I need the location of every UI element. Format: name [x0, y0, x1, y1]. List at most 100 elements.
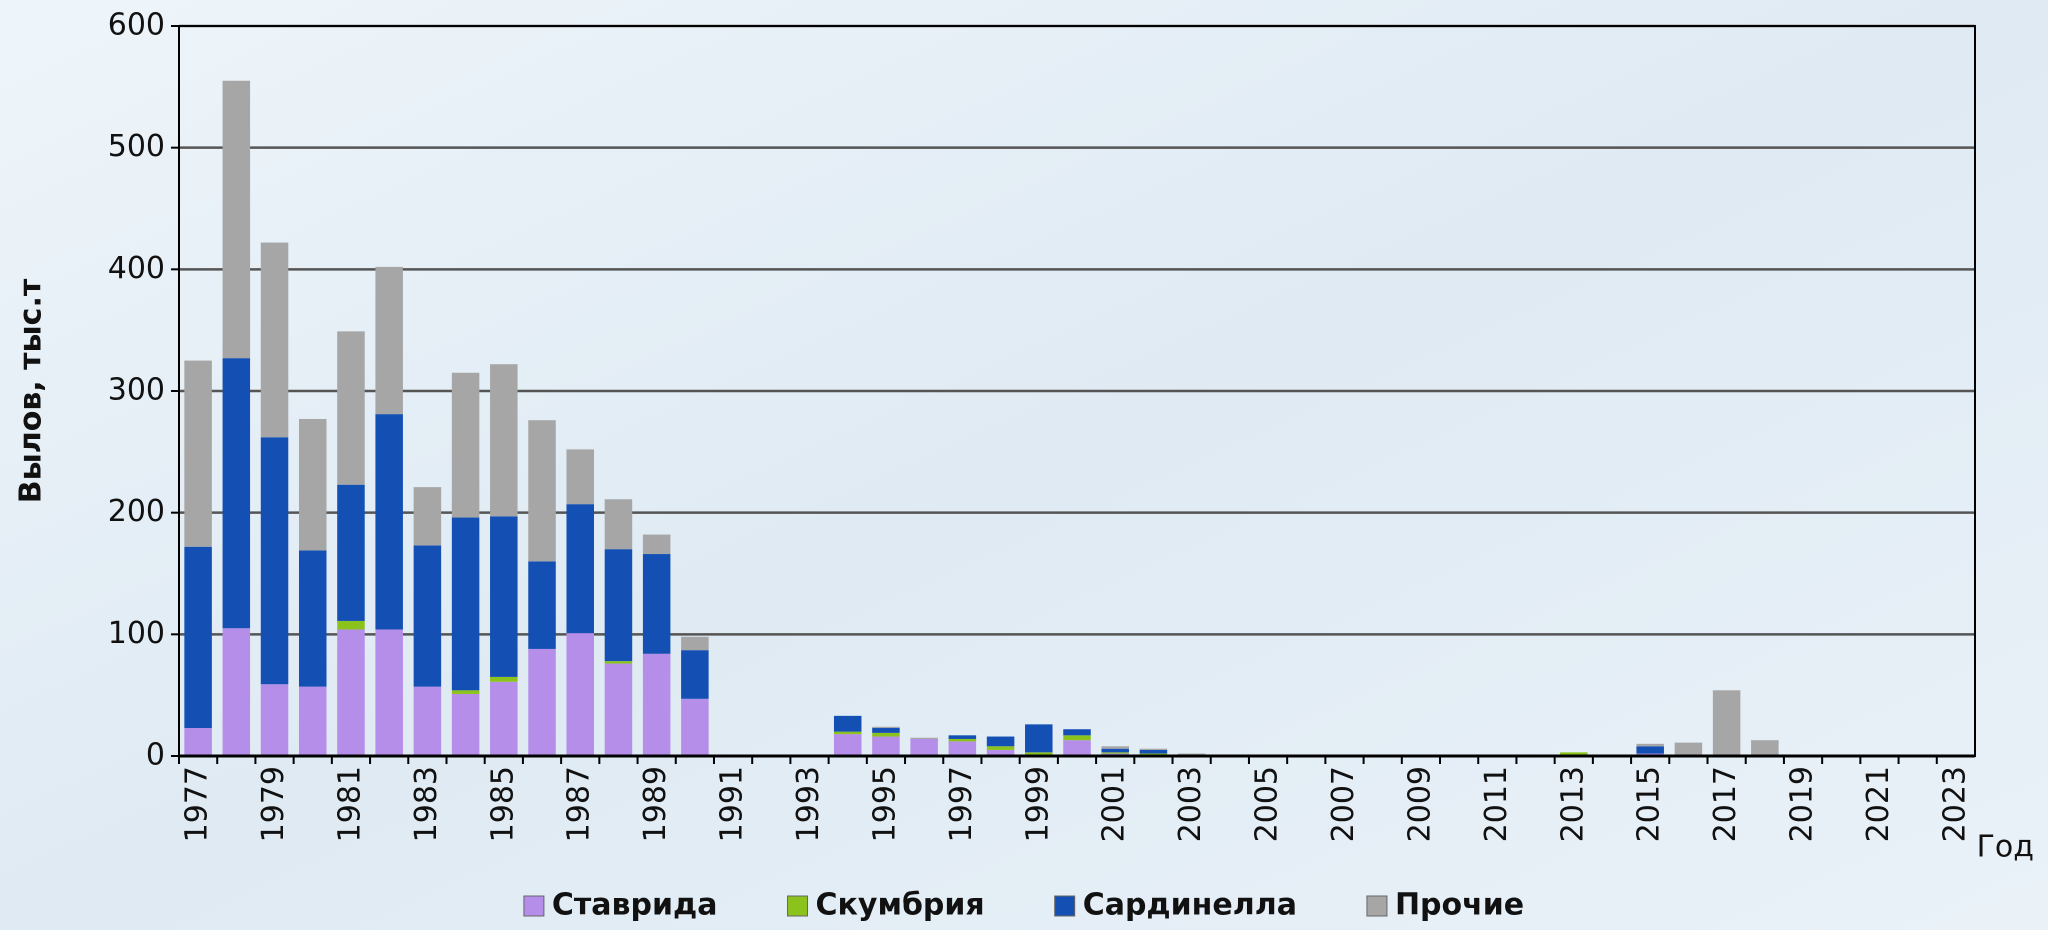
x-tick-label: 1985	[485, 766, 520, 842]
bar-segment	[872, 737, 900, 756]
bar-segment	[337, 485, 365, 621]
bar-segment	[299, 550, 327, 686]
bar-segment	[872, 728, 900, 733]
legend-label: Прочие	[1395, 888, 1524, 923]
bar-segment	[1101, 746, 1129, 748]
x-tick-label: 2003	[1173, 766, 1208, 842]
x-tick-label: 1991	[715, 766, 750, 842]
bar-segment	[605, 549, 633, 661]
y-tick-label: 400	[108, 251, 165, 286]
x-tick-label: 2023	[1937, 766, 1972, 842]
bar-segment	[1713, 690, 1741, 756]
bar-segment	[299, 687, 327, 756]
bar-segment	[1140, 749, 1168, 750]
x-tick-label: 1977	[180, 766, 215, 842]
bar-segment	[1025, 724, 1053, 752]
bar-segment	[337, 621, 365, 630]
x-tick-label: 1993	[791, 766, 826, 842]
bar-segment	[834, 732, 862, 734]
bar-segment	[834, 734, 862, 756]
bar-segment	[375, 629, 403, 756]
bar-segment	[566, 504, 594, 633]
bar-segment	[1636, 746, 1664, 753]
bar-segment	[223, 81, 251, 358]
bar-segment	[566, 449, 594, 504]
bar-segment	[184, 547, 212, 728]
bar-segment	[452, 694, 480, 756]
x-tick-label: 1983	[409, 766, 444, 842]
bar-segment	[528, 649, 556, 756]
bar-segment	[987, 737, 1015, 747]
bar-segment	[949, 741, 977, 756]
x-tick-label: 2005	[1250, 766, 1285, 842]
bar-segment	[261, 243, 289, 438]
bar-segment	[490, 364, 518, 516]
y-axis-title: Вылов, тыс.т	[14, 278, 49, 503]
legend-label: Сардинелла	[1083, 888, 1297, 923]
bar-segment	[643, 654, 671, 756]
bar-segment	[490, 682, 518, 756]
y-tick-label: 500	[108, 129, 165, 164]
bar-segment	[605, 664, 633, 756]
bar-segment	[1101, 752, 1129, 753]
x-axis-title: Год	[1977, 830, 2034, 865]
bar-segment	[1025, 752, 1053, 754]
bar-segment	[643, 535, 671, 554]
bar-segment	[490, 516, 518, 677]
bar-segment	[949, 739, 977, 741]
x-tick-label: 2009	[1402, 766, 1437, 842]
bar-segment	[452, 690, 480, 694]
bar-segment	[1751, 740, 1779, 755]
bar-segment	[337, 629, 365, 756]
x-tick-label: 2021	[1861, 766, 1896, 842]
y-tick-label: 300	[108, 373, 165, 408]
bar-segment	[223, 628, 251, 756]
bar-segment	[987, 746, 1015, 750]
legend-marker	[1367, 896, 1387, 916]
bar-segment	[337, 331, 365, 484]
x-tick-label: 2001	[1097, 766, 1132, 842]
bar-segment	[872, 733, 900, 737]
x-tick-label: 2015	[1632, 766, 1667, 842]
x-tick-label: 2017	[1708, 766, 1743, 842]
x-tick-label: 1981	[332, 766, 367, 842]
x-tick-label: 2013	[1555, 766, 1590, 842]
bar-segment	[834, 716, 862, 732]
bar-segment	[375, 414, 403, 629]
bar-segment	[1063, 740, 1091, 756]
bar-segment	[910, 739, 938, 756]
x-tick-label: 1999	[1020, 766, 1055, 842]
x-tick-label: 1995	[867, 766, 902, 842]
bar-segment	[1101, 749, 1129, 753]
bar-segment	[223, 358, 251, 628]
bar-segment	[910, 738, 938, 739]
bar-segment	[605, 661, 633, 663]
bar-segment	[1140, 750, 1168, 754]
bar-segment	[414, 687, 442, 756]
bar-segment	[643, 554, 671, 654]
bar-segment	[528, 561, 556, 649]
bar-segment	[605, 499, 633, 549]
bar-segment	[681, 650, 709, 699]
bar-segment	[261, 437, 289, 684]
legend-label: Ставрида	[552, 888, 718, 923]
bar-segment	[184, 728, 212, 756]
y-tick-label: 200	[108, 494, 165, 529]
x-tick-label: 1987	[562, 766, 597, 842]
x-tick-label: 1989	[638, 766, 673, 842]
bar-segment	[949, 735, 977, 739]
y-tick-label: 100	[108, 616, 165, 651]
y-tick-label: 600	[108, 8, 165, 43]
bar-segment	[681, 637, 709, 650]
bar-segment	[528, 420, 556, 561]
bar-segment	[299, 419, 327, 550]
page: {"chart_data":{"type":"stacked-bar", "y_…	[0, 0, 2048, 930]
x-tick-label: 1997	[944, 766, 979, 842]
bar-segment	[1675, 743, 1703, 756]
x-tick-label: 2007	[1326, 766, 1361, 842]
bar-segment	[1063, 735, 1091, 740]
bar-segment	[872, 727, 900, 728]
legend-label: Скумбрия	[816, 888, 985, 923]
chart: Вылов, тыс.т Год 01002003004005006001977…	[0, 0, 2048, 930]
bar-segment	[261, 684, 289, 756]
